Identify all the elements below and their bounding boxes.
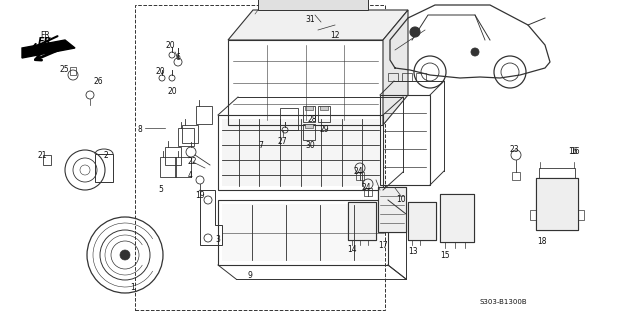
Bar xyxy=(165,147,181,165)
Bar xyxy=(416,73,426,81)
Bar xyxy=(303,124,315,140)
Text: 20: 20 xyxy=(165,41,175,50)
Bar xyxy=(175,157,191,177)
Text: 7: 7 xyxy=(258,140,263,149)
Text: S303-B1300B: S303-B1300B xyxy=(480,299,528,305)
Bar xyxy=(218,200,388,265)
Text: 30: 30 xyxy=(305,140,315,149)
Text: 3: 3 xyxy=(215,236,220,244)
Bar xyxy=(70,67,76,75)
Bar xyxy=(512,172,520,180)
Text: 22: 22 xyxy=(188,157,197,166)
Polygon shape xyxy=(320,106,328,110)
Bar xyxy=(408,202,436,240)
Bar xyxy=(228,40,383,125)
Text: 27: 27 xyxy=(278,138,288,147)
Text: 20: 20 xyxy=(155,68,164,76)
Bar xyxy=(43,155,51,165)
Text: 5: 5 xyxy=(158,186,163,195)
Text: 8: 8 xyxy=(138,125,143,134)
Polygon shape xyxy=(383,10,408,125)
Polygon shape xyxy=(258,0,368,10)
Text: 29: 29 xyxy=(320,125,329,134)
Bar xyxy=(402,73,412,81)
Bar xyxy=(280,108,298,130)
Bar xyxy=(303,106,315,122)
Bar xyxy=(539,168,575,178)
Text: 25: 25 xyxy=(60,66,70,75)
Text: 31: 31 xyxy=(305,15,314,25)
Text: 19: 19 xyxy=(195,190,205,199)
Text: FR.: FR. xyxy=(38,37,56,47)
Circle shape xyxy=(471,48,479,56)
Bar xyxy=(380,95,430,185)
Polygon shape xyxy=(536,178,578,230)
Text: 24: 24 xyxy=(361,183,370,193)
Polygon shape xyxy=(378,187,406,232)
Polygon shape xyxy=(222,204,384,261)
Bar xyxy=(536,178,578,230)
Text: 10: 10 xyxy=(396,196,406,204)
Text: 17: 17 xyxy=(378,241,387,250)
Polygon shape xyxy=(22,40,75,58)
Polygon shape xyxy=(305,106,313,110)
Bar xyxy=(356,172,364,180)
Polygon shape xyxy=(348,202,376,240)
Text: 6: 6 xyxy=(175,53,180,62)
Polygon shape xyxy=(222,119,379,186)
Text: 18: 18 xyxy=(537,237,546,246)
Bar xyxy=(160,157,176,177)
Circle shape xyxy=(410,27,420,37)
Text: 16: 16 xyxy=(570,148,580,156)
Bar xyxy=(388,73,398,81)
Polygon shape xyxy=(228,10,408,40)
Bar xyxy=(440,194,474,242)
Bar xyxy=(182,125,198,143)
Text: 23: 23 xyxy=(510,146,520,155)
Bar xyxy=(318,106,330,122)
Circle shape xyxy=(120,250,130,260)
Bar xyxy=(364,188,372,196)
Bar xyxy=(178,128,194,146)
Text: 28: 28 xyxy=(308,116,318,124)
Bar xyxy=(218,115,383,190)
Text: 15: 15 xyxy=(440,251,450,260)
Text: 26: 26 xyxy=(94,77,103,86)
Text: 13: 13 xyxy=(408,247,418,257)
Text: FR.: FR. xyxy=(40,30,52,39)
Bar xyxy=(135,5,385,310)
Text: 16: 16 xyxy=(568,148,578,156)
Text: 21: 21 xyxy=(38,150,47,159)
Text: 2: 2 xyxy=(103,150,108,159)
Text: 12: 12 xyxy=(330,30,340,39)
Text: 1: 1 xyxy=(130,284,135,292)
Bar xyxy=(350,202,374,207)
Bar xyxy=(196,106,212,124)
Polygon shape xyxy=(440,194,474,242)
Polygon shape xyxy=(408,202,436,240)
Bar xyxy=(530,210,536,220)
Text: 4: 4 xyxy=(188,171,193,180)
Text: 20: 20 xyxy=(168,87,178,97)
Polygon shape xyxy=(305,124,313,128)
Bar xyxy=(95,154,113,182)
Bar xyxy=(348,202,376,240)
Text: 9: 9 xyxy=(248,270,253,279)
Text: 24: 24 xyxy=(353,167,363,177)
Bar xyxy=(578,210,584,220)
Text: 14: 14 xyxy=(347,245,357,254)
Bar xyxy=(378,187,406,232)
